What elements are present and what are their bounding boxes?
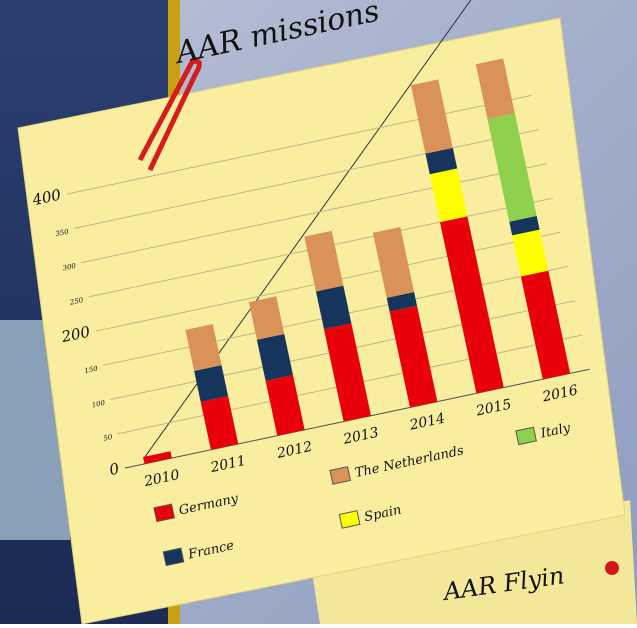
legend-swatch [339, 511, 360, 528]
scene: AAR Flyin AAR missions 05010015020025030… [0, 0, 637, 624]
page: {"chart_data": {"type": "stacked-bar", "… [0, 0, 637, 624]
legend-swatch [163, 548, 184, 565]
legend-swatch [516, 427, 537, 444]
legend-swatch [330, 467, 351, 484]
legend-swatch [154, 504, 175, 521]
pin [605, 561, 619, 575]
